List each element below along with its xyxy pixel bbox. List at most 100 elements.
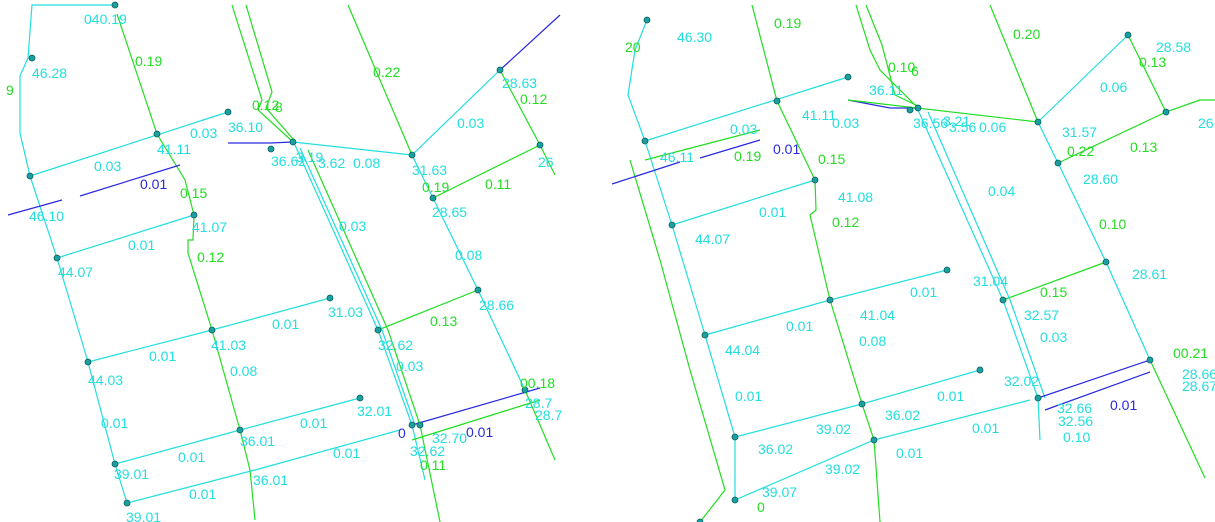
junction-node: [641, 137, 649, 145]
pipe-segment: [1037, 121, 1151, 361]
elevation-label: 0.03: [339, 218, 366, 234]
elevation-label: 39.02: [816, 421, 851, 437]
junction-node: [408, 421, 416, 429]
junction-node: [289, 138, 297, 146]
elevation-label: 0.01: [972, 420, 999, 436]
pipe-segment: [432, 144, 541, 199]
junction-node: [224, 108, 232, 116]
junction-node: [870, 436, 878, 444]
elevation-label: 0.08: [353, 155, 380, 171]
junction-node: [190, 211, 198, 219]
pipe-segment: [294, 144, 426, 481]
pipe-slope-label: 0.01: [466, 424, 493, 440]
elevation-label: 0.01: [101, 415, 128, 431]
junction-node: [84, 358, 92, 366]
flow-label: 00.18: [520, 375, 555, 391]
elevation-label: 36.01: [253, 472, 288, 488]
pipe-segment: [927, 111, 1046, 399]
elevation-label: 36.11: [869, 82, 903, 98]
flow-label: 0.10: [1099, 216, 1126, 232]
elevation-label: 36.62: [271, 153, 306, 169]
pipe-segment: [411, 154, 526, 391]
elevation-label: 28.67: [1182, 378, 1215, 394]
junction-node: [999, 296, 1007, 304]
elevation-label: 0.03: [730, 121, 757, 137]
elevation-label: 0.01: [910, 284, 937, 300]
elevation-label: 36.56: [913, 115, 948, 131]
pipe-slope-label: 0.01: [140, 176, 167, 192]
elevation-label: 0.01: [735, 388, 762, 404]
junction-node: [858, 400, 866, 408]
elevation-label: 0.10: [1063, 429, 1090, 445]
junction-node: [943, 266, 951, 274]
pipe-segment: [704, 269, 948, 336]
elevation-label: 32.62: [410, 443, 445, 459]
elevation-label: 0.03: [396, 358, 423, 374]
elevation-label: 44.07: [695, 231, 730, 247]
junction-node: [123, 499, 131, 507]
flow-label: 8: [275, 99, 283, 115]
elevation-label: 0.03: [1040, 329, 1067, 345]
flow-label: 0.12: [197, 249, 224, 265]
junction-node: [844, 73, 852, 81]
junction-node: [701, 331, 709, 339]
elevation-label: 41.11: [157, 141, 191, 157]
junction-node: [914, 104, 922, 112]
pipe-segment: [855, 4, 919, 109]
elevation-label: 28.58: [1156, 39, 1191, 55]
pipe-segment: [7, 199, 63, 216]
pipe-segment: [917, 109, 1041, 441]
elevation-label: 32.02: [1004, 373, 1039, 389]
elevation-label: 0.03: [457, 115, 484, 131]
junction-node: [496, 66, 504, 74]
elevation-label: 0.01: [272, 316, 299, 332]
elevation-label: 31.57: [1062, 124, 1097, 140]
elevation-label: 0.01: [300, 415, 327, 431]
junction-node: [731, 433, 739, 441]
pipe-segment: [524, 389, 556, 461]
pipe-segment: [1057, 111, 1167, 164]
pipe-segment: [699, 139, 761, 159]
junction-node: [536, 141, 544, 149]
pipe-segment: [245, 4, 295, 141]
elevation-label: 0.01: [189, 486, 216, 502]
elevation-label: 0.01: [896, 445, 923, 461]
junction-node: [374, 326, 382, 334]
pipe-segment: [847, 99, 1039, 123]
elevation-label: 3.21: [943, 113, 970, 129]
pipe-segment: [1044, 371, 1151, 411]
pipe-segment: [1037, 34, 1129, 123]
pipe-segment: [126, 429, 401, 504]
junction-node: [416, 421, 424, 429]
junction-node: [111, 460, 119, 468]
junction-node: [53, 254, 61, 262]
elevation-label: 0.01: [333, 445, 360, 461]
elevation-label: 36.02: [885, 407, 920, 423]
elevation-label: 28.66: [1182, 366, 1215, 382]
pipe-segment: [347, 4, 413, 156]
pipe-segment: [629, 159, 726, 522]
elevation-label: 0.03: [94, 158, 121, 174]
elevation-label: 3.19: [296, 149, 323, 165]
junction-node: [643, 16, 651, 24]
pipe-slope-label: 0: [398, 425, 406, 441]
pipe-segment: [644, 76, 849, 142]
elevation-label: 44.07: [58, 264, 93, 280]
flow-label: 0.19: [135, 53, 162, 69]
elevation-label: 26.63: [1198, 115, 1215, 131]
flow-label: 20: [625, 39, 641, 55]
elevation-label: 36.02: [758, 441, 793, 457]
junction-node: [1162, 108, 1170, 116]
elevation-label: 31.04: [973, 273, 1008, 289]
elevation-label: 28.65: [432, 204, 467, 220]
elevation-label: 32.56: [1058, 413, 1093, 429]
elevation-label: 39.02: [825, 461, 860, 477]
pipe-segment: [611, 161, 681, 185]
elevation-label: 28.7: [525, 395, 552, 411]
elevation-label: 0.01: [759, 204, 786, 220]
junction-node: [1102, 258, 1110, 266]
left-map-panel: 040.190.1946.2890.1280.2228.630.120.0336…: [6, 1, 562, 522]
elevation-label: 0.01: [786, 318, 813, 334]
elevation-label: 0.01: [128, 237, 155, 253]
